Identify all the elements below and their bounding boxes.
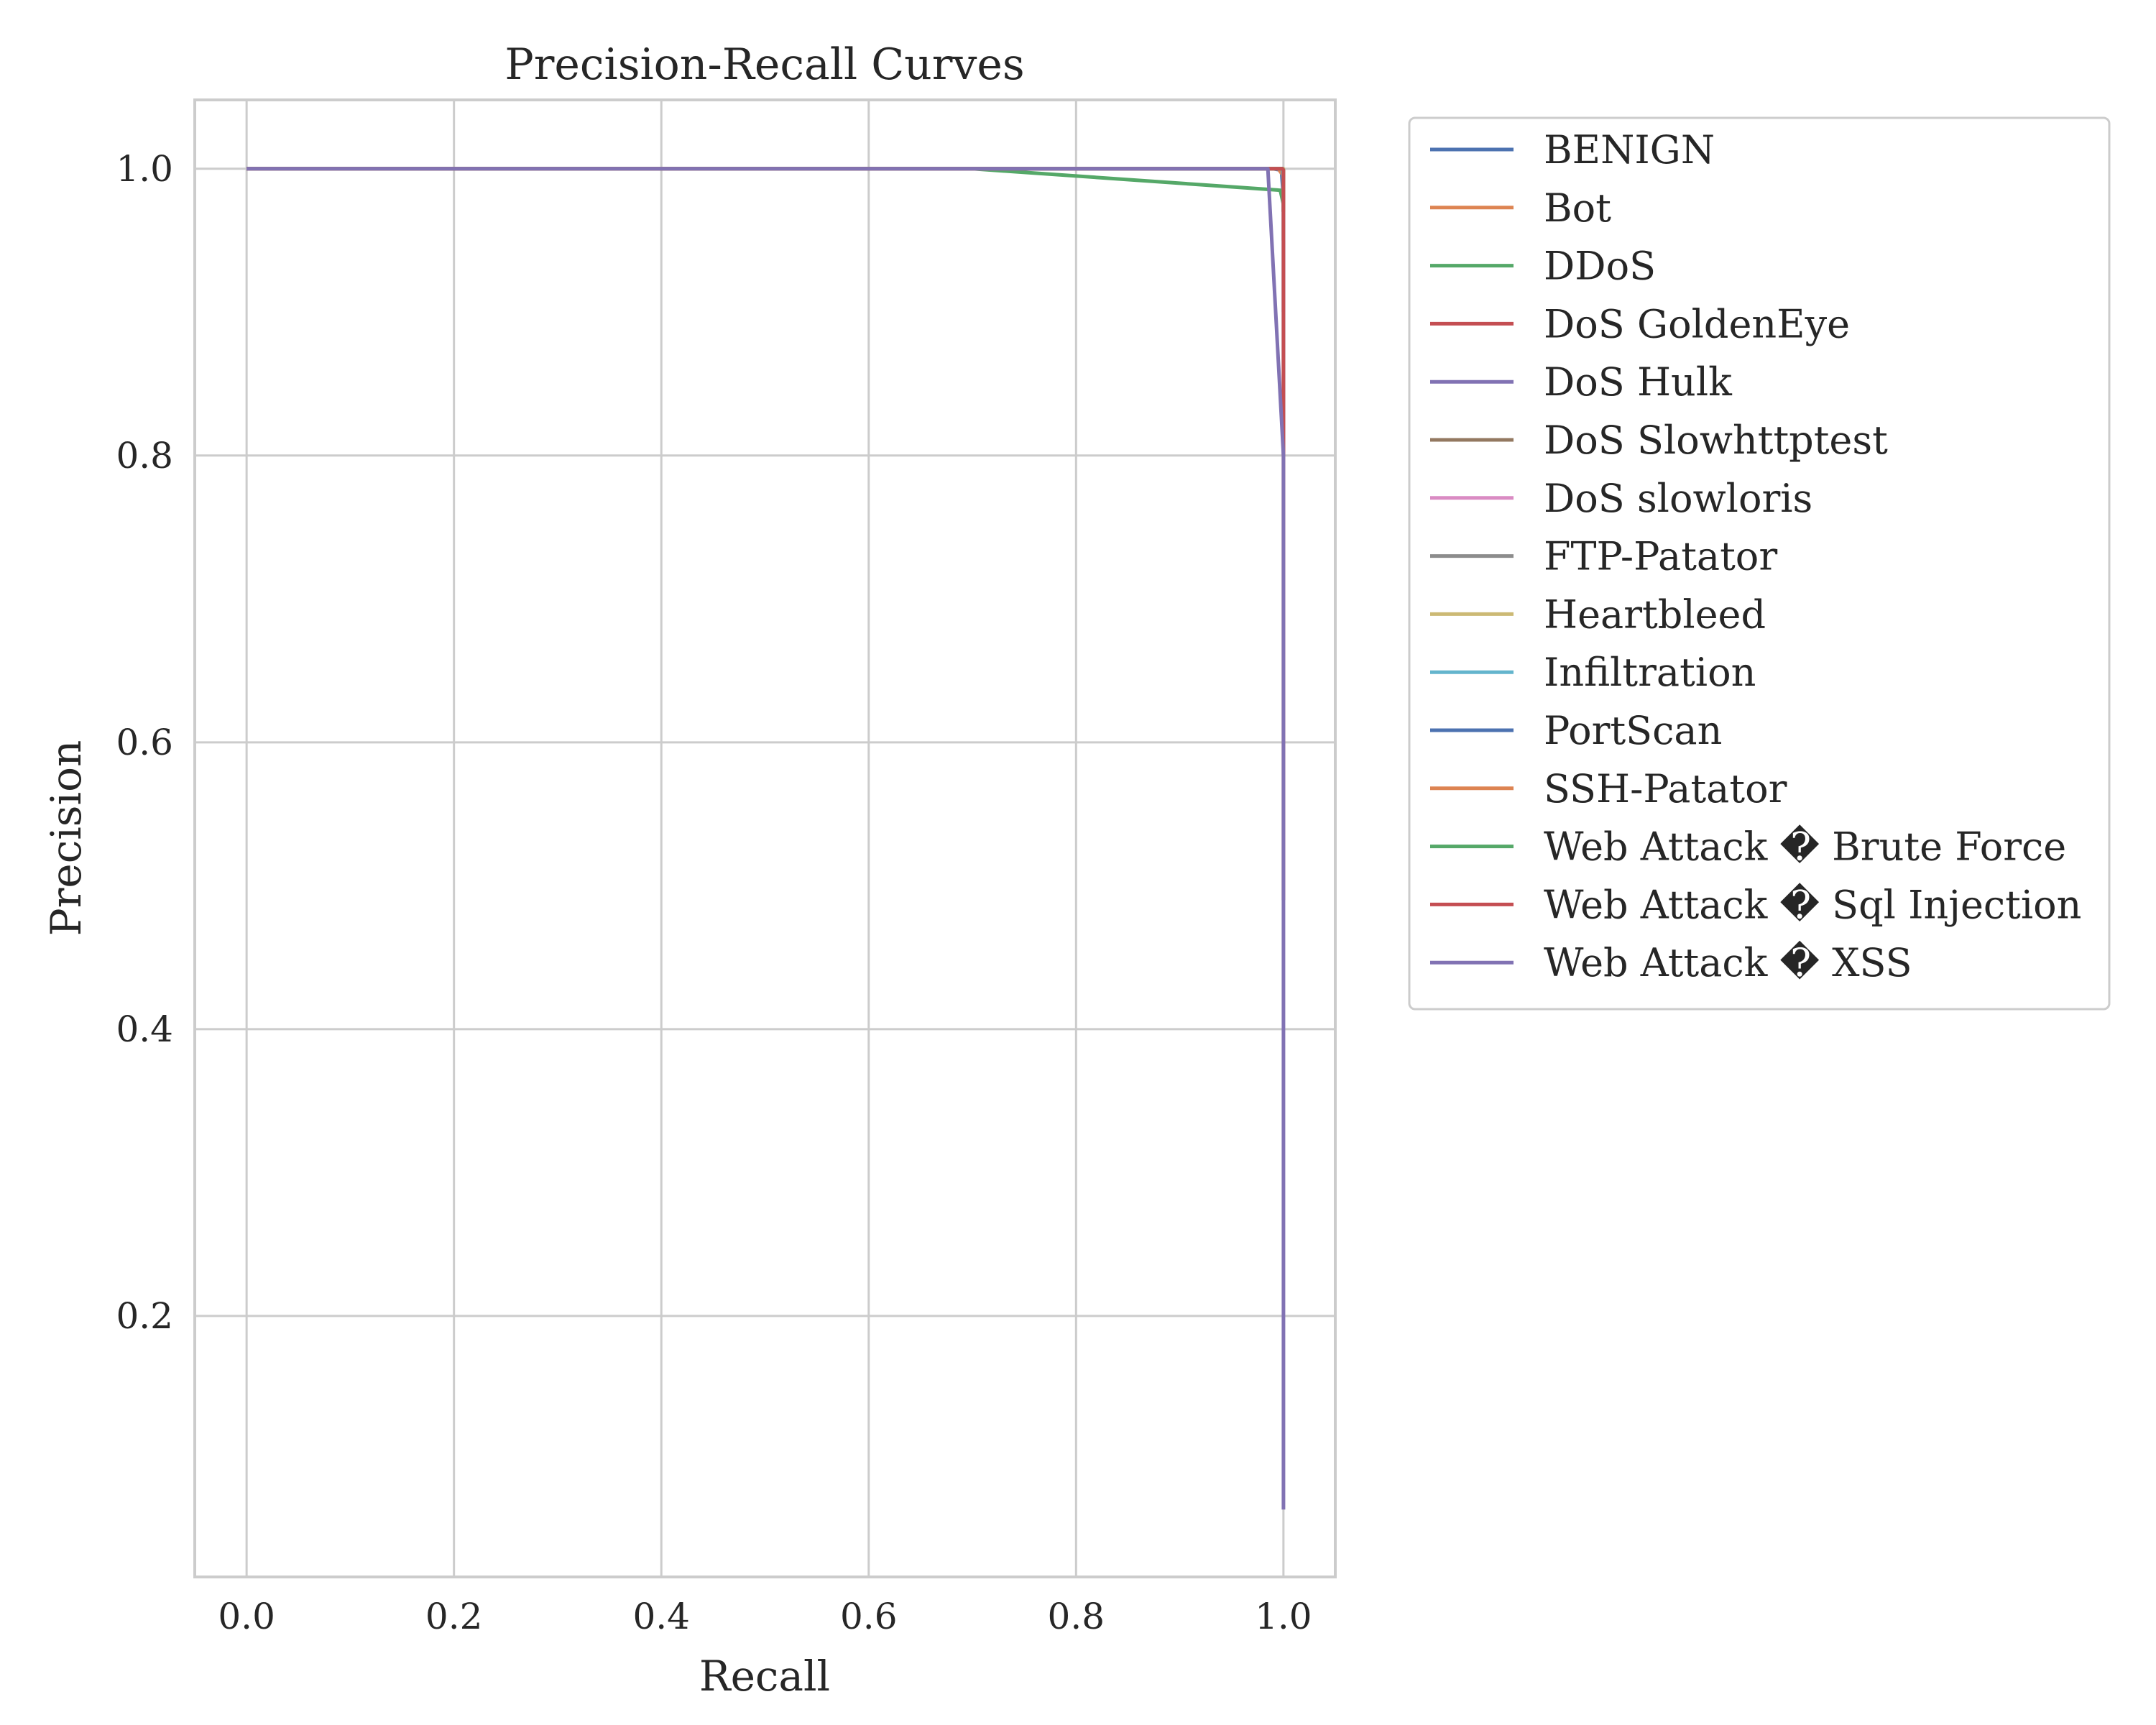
y-tick-label: 0.6 <box>116 722 173 763</box>
x-tick-labels: 0.0 0.2 0.4 0.6 0.8 1.0 <box>218 1596 1312 1637</box>
legend-label: DoS slowloris <box>1544 476 1812 521</box>
legend-label: BENIGN <box>1544 127 1715 172</box>
legend-label: Web Attack � Sql Injection <box>1544 882 2081 927</box>
series-line-13 <box>247 167 1286 212</box>
grid-layer <box>195 100 1335 1577</box>
y-tick-label: 1.0 <box>116 148 173 190</box>
legend-label: Bot <box>1544 185 1611 231</box>
series-line-7 <box>247 167 1286 212</box>
series-line-1 <box>247 167 1286 456</box>
x-axis-label: Recall <box>699 1652 830 1701</box>
x-tick-label: 0.4 <box>632 1596 690 1637</box>
legend-label: DoS GoldenEye <box>1544 301 1850 346</box>
legend-label: Heartbleed <box>1544 592 1766 637</box>
x-tick-label: 0.0 <box>218 1596 275 1637</box>
y-tick-label: 0.2 <box>116 1295 173 1337</box>
series-line-15 <box>247 167 1286 1510</box>
series-line-6 <box>247 167 1286 212</box>
legend-label: Infiltration <box>1544 650 1756 695</box>
legend-label: PortScan <box>1544 708 1722 753</box>
legend-box <box>1408 116 2111 1011</box>
legend-label: Web Attack � XSS <box>1544 940 1912 985</box>
series-line-12 <box>247 167 1286 212</box>
x-tick-label: 0.6 <box>840 1596 898 1637</box>
x-tick-label: 0.8 <box>1048 1596 1105 1637</box>
y-axis-label: Precision <box>42 740 91 937</box>
legend-label: SSH-Patator <box>1544 766 1787 811</box>
legend: BENIGN Bot DDoS DoS GoldenEye DoS Hulk DoS Sl… <box>1408 116 2111 1011</box>
legend-label: FTP-Patator <box>1544 534 1777 579</box>
series-line-8 <box>247 167 1286 212</box>
series-line-3 <box>247 167 1286 206</box>
y-tick-label: 0.8 <box>116 435 173 477</box>
chart-title: Precision-Recall Curves <box>505 40 1024 90</box>
series-line-11 <box>247 167 1286 212</box>
legend-label: DDoS <box>1544 244 1656 289</box>
legend-label: DoS Slowhttptest <box>1544 418 1888 463</box>
series-line-14 <box>247 167 1286 901</box>
series-line-5 <box>247 167 1286 313</box>
legend-label: DoS Hulk <box>1544 359 1733 405</box>
y-tick-label: 0.4 <box>116 1008 173 1050</box>
plot-frame <box>193 98 1337 1578</box>
series-line-9 <box>247 167 1286 198</box>
x-tick-label: 0.2 <box>425 1596 483 1637</box>
y-tick-labels: 0.2 0.4 0.6 0.8 1.0 <box>116 148 173 1337</box>
legend-items: BENIGN Bot DDoS DoS GoldenEye DoS Hulk DoS Sl… <box>1430 127 2081 985</box>
series-layer <box>247 167 1286 1510</box>
series-line-4 <box>247 167 1286 212</box>
x-tick-label: 1.0 <box>1255 1596 1312 1637</box>
legend-label: Web Attack � Brute Force <box>1544 824 2066 870</box>
